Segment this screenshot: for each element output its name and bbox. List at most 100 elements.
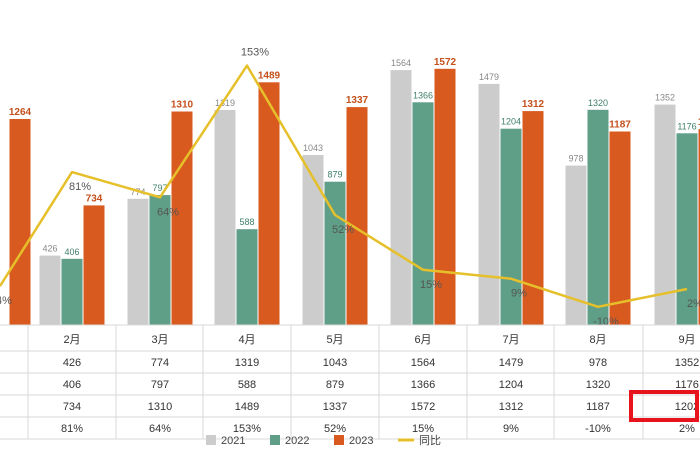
table-header-cell: 8月	[589, 334, 606, 346]
yoy-point-label: 4%	[0, 295, 12, 307]
table-cell: 734	[63, 401, 81, 413]
bar-value-label: 1264	[9, 107, 32, 118]
bar-value-label: 1572	[434, 57, 457, 68]
table-cell: 64%	[149, 423, 171, 435]
table-header-cell: 2月	[63, 334, 80, 346]
table-cell: 1352	[675, 357, 699, 369]
table-cell: 1204	[499, 379, 523, 391]
legend-swatch-2022	[270, 435, 280, 445]
bar-value-label: 1352	[655, 93, 675, 103]
bar-2023-7	[609, 131, 631, 325]
bar-2022-3	[236, 229, 258, 325]
bar-2023-4	[346, 107, 368, 325]
yoy-point-label: 9%	[511, 288, 527, 300]
table-cell: 879	[326, 379, 344, 391]
table-cell: 1479	[499, 357, 523, 369]
table-header-cell: 3月	[151, 334, 168, 346]
table-cell: 1564	[411, 357, 435, 369]
bar-value-label: 1043	[303, 143, 323, 153]
yoy-point-label: 52%	[332, 224, 354, 236]
table-cell: 52%	[324, 423, 346, 435]
bar-value-label: 1320	[588, 98, 608, 108]
table-cell: 1187	[586, 401, 610, 413]
bar-2021-4	[302, 155, 324, 325]
yoy-point-label: -10%	[593, 316, 619, 328]
bar-2021-8	[654, 104, 676, 325]
bar-value-label: 797	[152, 183, 167, 193]
table-cell: 1176	[675, 379, 699, 391]
table-cell: 426	[63, 357, 81, 369]
table-cell: 1572	[411, 401, 435, 413]
bar-2022-5	[412, 102, 434, 325]
legend-label: 2021	[221, 435, 245, 447]
table-cell: 2%	[679, 423, 695, 435]
bar-value-label: 406	[64, 247, 79, 257]
yoy-point-label: 81%	[69, 181, 91, 193]
bar-2021-3	[214, 110, 236, 325]
bar-2021-7	[565, 165, 587, 325]
bar-value-label: 1312	[522, 99, 545, 110]
yoy-line	[0, 64, 688, 309]
table-cell: 1337	[323, 401, 347, 413]
table-cell: 1489	[235, 401, 259, 413]
legend-label: 2023	[349, 435, 373, 447]
table-cell: 15%	[412, 423, 434, 435]
bar-2022-8	[676, 133, 698, 325]
table-cell: 81%	[61, 423, 83, 435]
bar-value-label: 1187	[609, 120, 631, 131]
data-table: 2月 3月 4月 5月 6月 7月 8月 9月 426 774 1319 1043 1564 1479 97…	[0, 324, 700, 440]
yoy-line-layer: 4% 81% 64% 153% 52% 15% 9% -10% 2%	[0, 47, 700, 328]
bar-value-label: 588	[239, 217, 254, 227]
bar-2022-2	[149, 195, 171, 325]
bar-value-label: 426	[42, 244, 57, 254]
bar-value-label: 1489	[258, 70, 281, 81]
bar-2023-8	[698, 129, 700, 325]
table-cell: 797	[151, 379, 169, 391]
bar-2023-6	[522, 111, 544, 325]
table-cell: 774	[151, 357, 169, 369]
bar-2023-2	[171, 111, 193, 325]
table-header-cell: 5月	[326, 334, 343, 346]
bar-2023-3	[258, 82, 280, 325]
bar-value-label: 1366	[413, 90, 433, 100]
yoy-point-label: 153%	[241, 47, 269, 59]
table-cell: -10%	[585, 423, 611, 435]
bar-2021-5	[390, 70, 412, 325]
table-cell: 153%	[233, 423, 261, 435]
yoy-point-label: 2%	[687, 298, 700, 310]
table-header-cell: 7月	[502, 334, 519, 346]
table-cell: 1312	[499, 401, 523, 413]
legend-swatch-2021	[206, 435, 216, 445]
bar-value-label: 1564	[391, 58, 411, 68]
table-cell: 1202	[675, 401, 699, 413]
legend-label: 同比	[419, 434, 441, 447]
bar-value-label: 1319	[215, 98, 235, 108]
table-cell: 1366	[411, 379, 435, 391]
table-cell: 1043	[323, 357, 347, 369]
table-cell: 1310	[148, 401, 172, 413]
bar-2023-1	[83, 205, 105, 325]
bar-value-label: 1202	[698, 117, 700, 128]
bar-2021-2	[127, 198, 149, 325]
table-cell: 9%	[503, 423, 519, 435]
highlight-box	[629, 390, 699, 422]
bar-2022-7	[587, 109, 609, 325]
bar-2023-5	[434, 68, 456, 326]
bar-value-label: 1204	[501, 117, 521, 127]
legend-swatch-2023	[334, 435, 344, 445]
bar-value-label: 879	[327, 170, 342, 180]
bar-value-label: 1176	[677, 121, 696, 131]
bar-value-label: 1337	[346, 95, 369, 106]
table-cell: 406	[63, 379, 81, 391]
table-header-cell: 9月	[678, 334, 695, 346]
bar-2023-0	[9, 119, 31, 325]
yoy-point-label: 64%	[157, 206, 179, 218]
bar-2021-6	[478, 83, 500, 326]
bar-value-label: 978	[568, 154, 583, 164]
table-header-cell: 4月	[238, 334, 255, 346]
table-header-cell: 6月	[414, 334, 431, 346]
table-cell: 1319	[235, 357, 259, 369]
bar-value-label: 1479	[479, 72, 499, 82]
table-cell: 978	[589, 357, 607, 369]
